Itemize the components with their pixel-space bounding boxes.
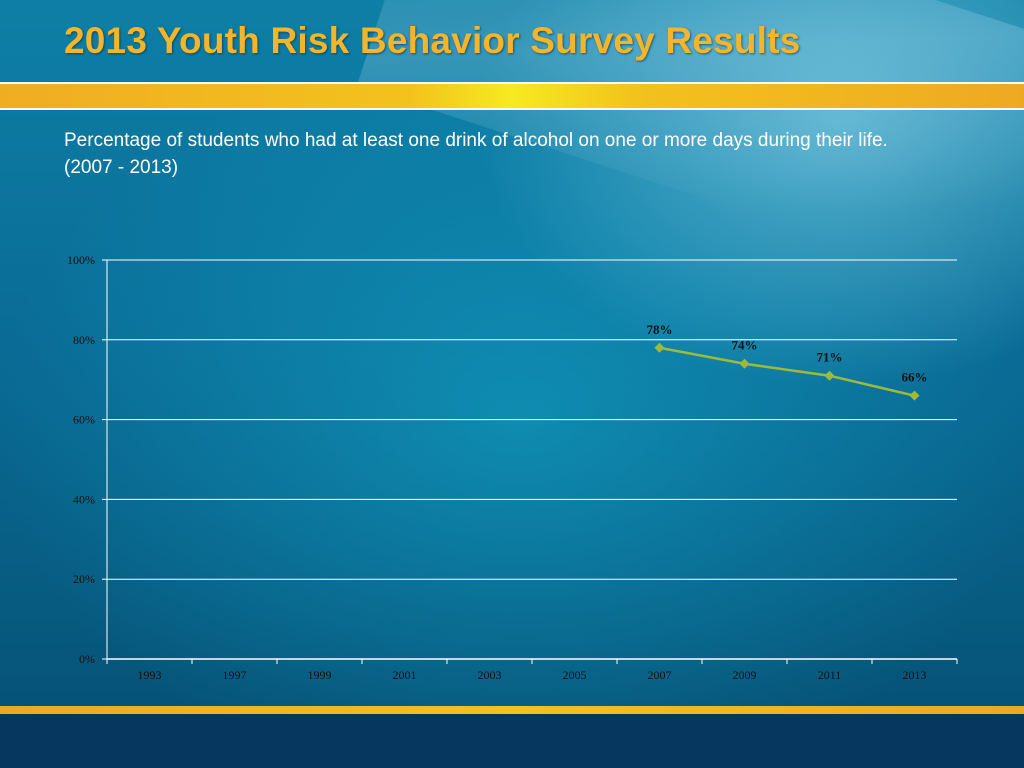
- x-tick-label: 2007: [648, 668, 672, 682]
- x-tick-label: 2009: [733, 668, 757, 682]
- series-line: [659, 346, 915, 397]
- x-tick-label: 2003: [478, 668, 502, 682]
- y-tick-label: 100%: [67, 253, 95, 267]
- data-label: 66%: [902, 370, 928, 385]
- x-tick-label: 2001: [393, 668, 417, 682]
- y-tick-label: 0%: [79, 652, 95, 666]
- x-tick-label: 1997: [223, 668, 247, 682]
- title-underline-bar: [0, 82, 1024, 110]
- data-point-marker: [909, 390, 920, 401]
- x-tick-label: 1993: [138, 668, 162, 682]
- x-tick-label: 2005: [563, 668, 587, 682]
- y-tick-label: 60%: [73, 413, 95, 427]
- chart-date-range: (2007 - 2013): [64, 157, 179, 178]
- y-tick-label: 20%: [73, 572, 95, 586]
- data-point-marker: [654, 342, 665, 353]
- chart-description-text: Percentage of students who had at least …: [64, 130, 888, 151]
- line-chart: 0% 20% 40% 60% 80% 100% 1993 1997 1999 2001 2003 20…: [67, 253, 958, 682]
- x-tick-label: 1999: [308, 668, 332, 682]
- footer-band: [0, 714, 1024, 768]
- y-tick-label: 80%: [73, 333, 95, 347]
- slide-title: 2013 Youth Risk Behavior Survey Results: [64, 20, 801, 61]
- data-label: 71%: [817, 350, 843, 365]
- data-point-marker: [739, 358, 750, 369]
- x-tick-label: 2013: [903, 668, 927, 682]
- data-label: 74%: [732, 338, 758, 353]
- chart-description: Percentage of students who had at least …: [64, 127, 974, 181]
- data-point-marker: [824, 370, 835, 381]
- data-label: 78%: [647, 322, 673, 337]
- y-tick-label: 40%: [73, 492, 95, 506]
- x-tick-label: 2011: [818, 668, 842, 682]
- footer-gold-line: [0, 706, 1024, 714]
